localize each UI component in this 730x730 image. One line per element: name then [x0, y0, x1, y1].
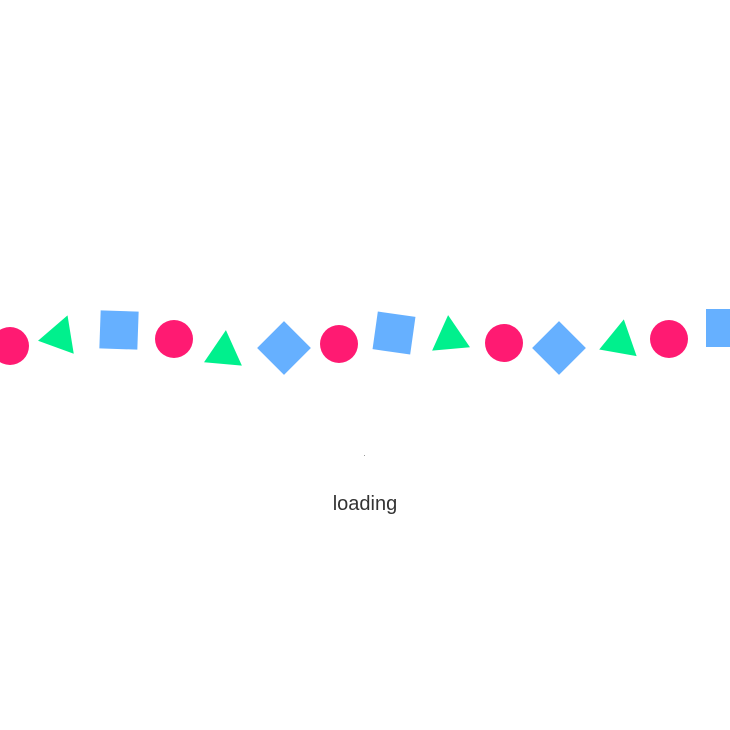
triangle-icon — [599, 319, 637, 357]
square-icon — [706, 309, 730, 347]
circle-icon — [155, 320, 193, 358]
circle-icon — [320, 325, 358, 363]
triangle-icon — [38, 315, 74, 354]
progress-dot — [364, 455, 365, 456]
square-icon — [99, 310, 139, 350]
square-icon — [532, 321, 586, 375]
square-icon — [372, 311, 416, 355]
square-icon — [257, 321, 311, 375]
triangle-icon — [204, 330, 242, 366]
circle-icon — [485, 324, 523, 362]
triangle-icon — [432, 315, 470, 351]
circle-icon — [0, 327, 29, 365]
circle-icon — [650, 320, 688, 358]
loading-label: loading — [332, 493, 398, 515]
